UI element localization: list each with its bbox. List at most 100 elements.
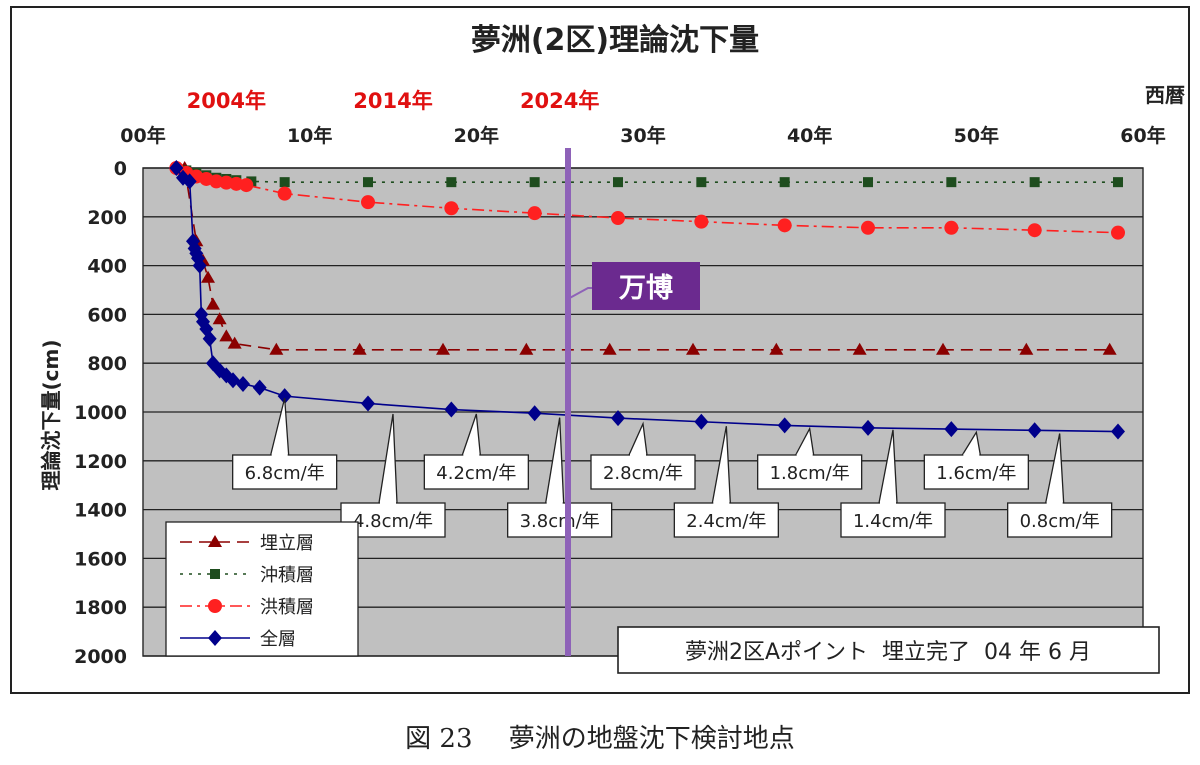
callout-box [757, 454, 863, 490]
data-point-triangle [1019, 342, 1034, 355]
rate-callout: 4.2cm/年 [423, 413, 529, 490]
data-point-circle [208, 599, 222, 613]
expo-marker-label: 万博 [619, 272, 673, 304]
data-point-diamond [444, 401, 459, 418]
callout-label: 3.8cm/年 [520, 511, 600, 532]
data-point-diamond [236, 375, 250, 392]
y-tick-label: 1200 [74, 451, 127, 473]
data-point-circle [277, 186, 292, 201]
info-box-text: 夢洲2区Aポイント 埋立完了 04 年 6 月 [685, 640, 1091, 665]
data-point-square [1029, 177, 1040, 188]
callout-box [507, 502, 613, 538]
rate-callout: 2.4cm/年 [673, 426, 779, 538]
rate-callout: 0.8cm/年 [1007, 433, 1113, 538]
callout-box [923, 454, 1029, 490]
data-point-diamond [169, 160, 184, 176]
y-tick-label: 2000 [74, 646, 127, 668]
rate-callout: 6.8cm/年 [232, 397, 338, 490]
callout-label: 4.8cm/年 [353, 511, 433, 532]
y-axis-label: 理論沈下量(cm) [39, 340, 63, 491]
legend-label: 埋立層 [260, 533, 314, 554]
data-point-triangle [686, 342, 700, 355]
data-point-triangle [206, 297, 220, 310]
data-point-square [613, 177, 623, 188]
data-point-circle [444, 201, 459, 216]
data-point-circle [777, 218, 792, 233]
data-point-triangle [1102, 342, 1117, 355]
year-label: 2024年 [520, 89, 599, 113]
data-point-diamond [252, 379, 267, 396]
data-point-triangle [212, 312, 227, 325]
info-box [617, 626, 1160, 674]
data-point-triangle [852, 342, 867, 355]
year-label: 2014年 [353, 89, 432, 113]
data-point-square [279, 177, 290, 188]
x-axis-label: 西暦 [1145, 83, 1185, 107]
data-point-triangle [201, 270, 215, 283]
figure-number: 図 23 [405, 724, 473, 754]
callout-box [590, 454, 696, 490]
data-point-diamond [202, 330, 217, 347]
data-point-circle [527, 206, 542, 221]
data-point-circle [611, 211, 625, 226]
rate-callout: 1.8cm/年 [757, 426, 863, 490]
x-tick-label: 20年 [454, 124, 499, 147]
data-point-square [863, 177, 873, 188]
legend [165, 521, 359, 657]
rate-callout: 4.8cm/年 [340, 413, 446, 538]
data-point-diamond [1111, 423, 1125, 440]
data-point-circle [361, 195, 375, 210]
data-point-triangle [436, 342, 450, 355]
year-label: 2004年 [187, 89, 266, 113]
y-tick-label: 1800 [74, 597, 127, 619]
data-point-triangle [769, 342, 784, 355]
data-point-square [446, 177, 457, 188]
callout-label: 1.4cm/年 [853, 511, 933, 532]
data-point-diamond [694, 413, 709, 430]
legend-label: 全層 [260, 629, 296, 650]
series-triangle [177, 161, 1117, 355]
y-tick-label: 1400 [74, 500, 127, 522]
data-point-diamond [1027, 422, 1042, 439]
data-point-square [1113, 177, 1123, 188]
data-point-square [946, 177, 957, 188]
series-diamond [169, 160, 1125, 440]
figure-caption: 図 23 夢洲の地盤沈下検討地点 [0, 718, 1200, 755]
x-tick-label: 30年 [620, 124, 665, 147]
callout-label: 0.8cm/年 [1020, 511, 1100, 532]
data-point-circle [861, 220, 875, 235]
data-point-diamond [861, 419, 875, 436]
data-point-diamond [611, 410, 625, 427]
y-tick-label: 600 [87, 304, 127, 326]
y-tick-label: 1600 [74, 548, 127, 570]
data-point-circle [944, 220, 959, 235]
data-point-square [363, 177, 373, 188]
x-tick-label: 40年 [787, 124, 832, 147]
x-tick-label: 60年 [1120, 124, 1165, 147]
data-point-triangle [219, 329, 234, 342]
data-point-triangle [519, 342, 534, 355]
y-tick-label: 400 [87, 256, 127, 278]
data-point-square [779, 177, 790, 188]
callout-label: 1.8cm/年 [770, 463, 850, 484]
expo-marker-pointer [565, 287, 592, 301]
callout-label: 1.6cm/年 [936, 463, 1016, 484]
data-point-circle [1111, 225, 1125, 240]
chart-title: 夢洲(2区)理論沈下量 [471, 23, 759, 58]
rate-callout: 1.4cm/年 [840, 429, 946, 538]
data-point-square [529, 177, 540, 188]
data-point-triangle [269, 342, 284, 355]
legend-label: 沖積層 [260, 565, 314, 586]
x-tick-label: 10年 [287, 124, 332, 147]
data-point-circle [1027, 223, 1042, 238]
expo-marker-box [592, 262, 700, 310]
y-tick-label: 1000 [74, 402, 127, 424]
rate-callout: 3.8cm/年 [507, 417, 613, 538]
data-point-circle [239, 178, 254, 193]
callout-box [673, 502, 779, 538]
callout-label: 2.8cm/年 [603, 463, 683, 484]
y-tick-label: 800 [87, 353, 127, 375]
data-point-triangle [208, 535, 222, 547]
data-point-diamond [277, 388, 292, 405]
data-point-square [696, 177, 707, 188]
